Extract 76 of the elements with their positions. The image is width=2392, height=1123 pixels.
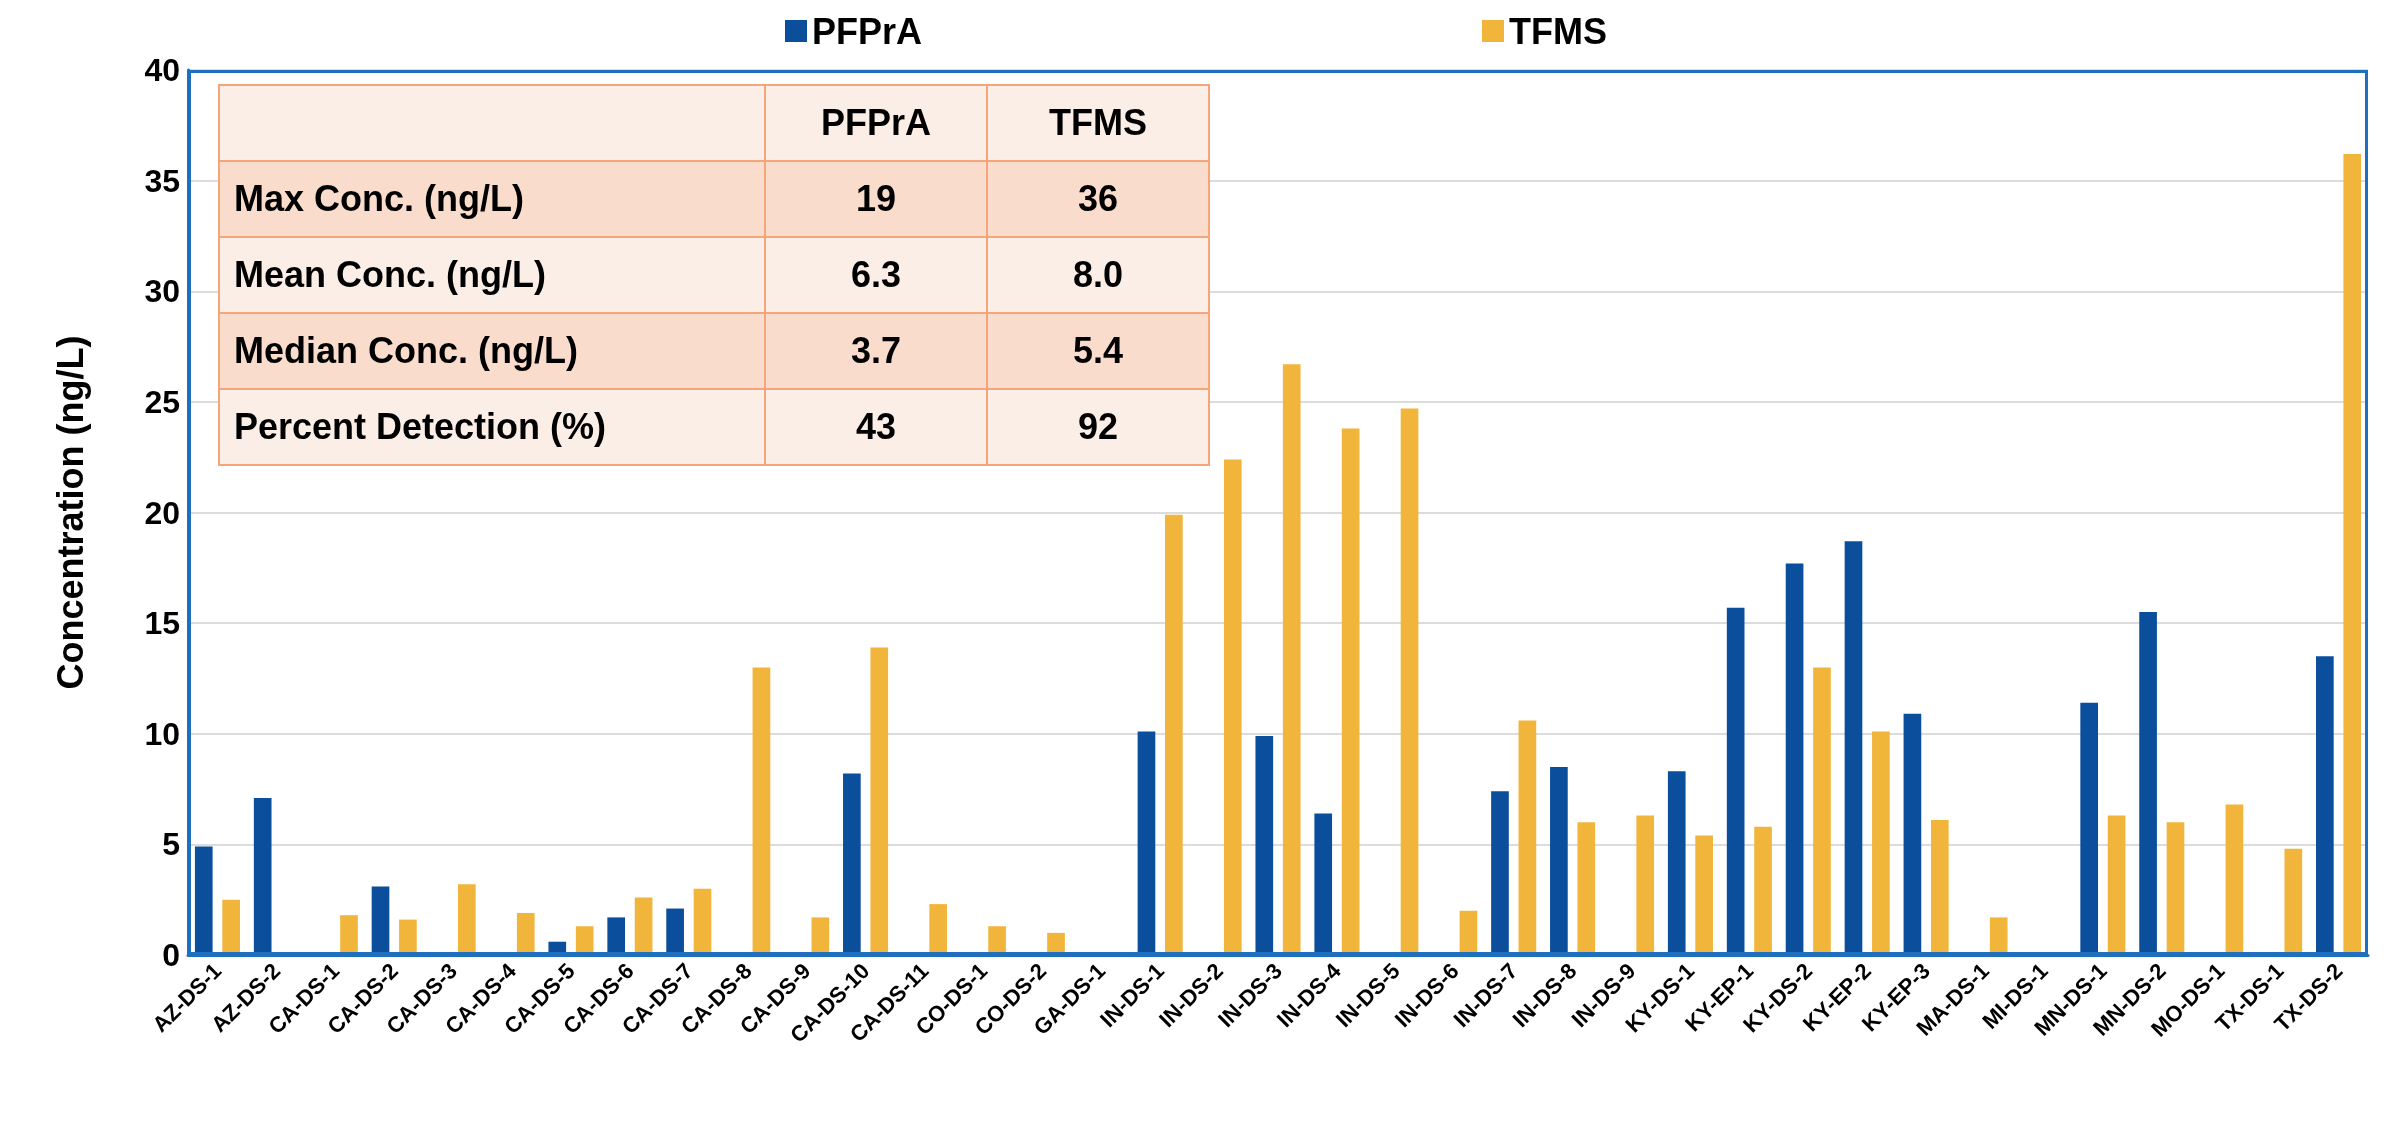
bar — [870, 647, 889, 955]
bar — [1255, 735, 1274, 955]
bar — [666, 908, 684, 955]
bar — [575, 926, 594, 955]
bar — [2316, 656, 2334, 955]
y-tick-label: 15 — [144, 605, 180, 642]
bar — [1636, 815, 1655, 955]
bar — [399, 919, 417, 955]
y-tick-label: 10 — [144, 715, 180, 752]
bar — [1844, 541, 1863, 955]
legend-label: TFMS — [1509, 10, 1607, 52]
bar — [1813, 667, 1831, 955]
bar — [1930, 820, 1949, 955]
text: 5.4 — [1072, 330, 1124, 371]
y-tick-label: 0 — [162, 937, 180, 973]
bar — [2080, 702, 2098, 955]
y-tick-label: 5 — [162, 826, 180, 863]
bar — [1518, 720, 1537, 955]
text: 19 — [855, 178, 897, 219]
bar — [2343, 154, 2362, 955]
text: 43 — [855, 406, 897, 447]
bar — [458, 884, 476, 955]
bar — [1137, 731, 1156, 955]
bar — [1989, 917, 2008, 955]
bar — [2166, 822, 2185, 955]
category-label: Mean Conc. (ng/L) — [234, 254, 546, 295]
bar — [194, 846, 213, 955]
bar — [222, 899, 240, 955]
legend-label: PFPrA — [812, 10, 923, 52]
bar — [1754, 826, 1772, 955]
bar — [607, 917, 626, 955]
bar — [1282, 364, 1301, 955]
bar — [693, 888, 712, 955]
bar — [1223, 459, 1242, 955]
bar — [929, 904, 948, 955]
bar — [1341, 428, 1360, 955]
bar — [988, 926, 1006, 955]
bar — [340, 915, 358, 955]
y-tick-label: 35 — [144, 162, 180, 199]
bar — [253, 797, 272, 955]
bar — [1872, 731, 1890, 955]
text: 6.3 — [850, 254, 902, 295]
text: 8.0 — [1072, 254, 1124, 295]
bar — [1667, 771, 1686, 955]
bar — [1903, 713, 1922, 955]
y-tick-label: 20 — [144, 494, 180, 531]
y-tick-label: 30 — [144, 273, 180, 310]
category-label: PFPrA — [765, 85, 987, 161]
bar — [1695, 835, 1713, 955]
bar — [1314, 813, 1333, 955]
text: 3.7 — [850, 330, 902, 371]
bar — [1550, 766, 1568, 955]
bar — [371, 886, 390, 955]
text: 36 — [1077, 178, 1119, 219]
bar — [2225, 804, 2244, 955]
bar — [1491, 791, 1509, 955]
bar — [1577, 822, 1596, 955]
bar — [634, 897, 653, 955]
bar — [1165, 514, 1183, 955]
bar — [2107, 815, 2126, 955]
y-tick-label: 40 — [144, 52, 180, 88]
y-axis-title: Concentration (ng/L) — [49, 335, 91, 690]
bar — [1400, 408, 1419, 955]
bar — [1785, 563, 1804, 955]
category-label: TFMS — [987, 85, 1209, 161]
category-label: Max Conc. (ng/L) — [234, 178, 524, 219]
bar — [1726, 607, 1745, 955]
text: 92 — [1077, 406, 1119, 447]
bar — [843, 773, 861, 955]
category-label: Median Conc. (ng/L) — [234, 330, 578, 371]
bar — [516, 912, 535, 955]
bar — [2284, 848, 2303, 955]
bar — [752, 667, 771, 955]
bar — [2139, 612, 2157, 955]
y-tick-label: 25 — [144, 383, 180, 420]
category-label: Percent Detection (%) — [234, 406, 607, 447]
